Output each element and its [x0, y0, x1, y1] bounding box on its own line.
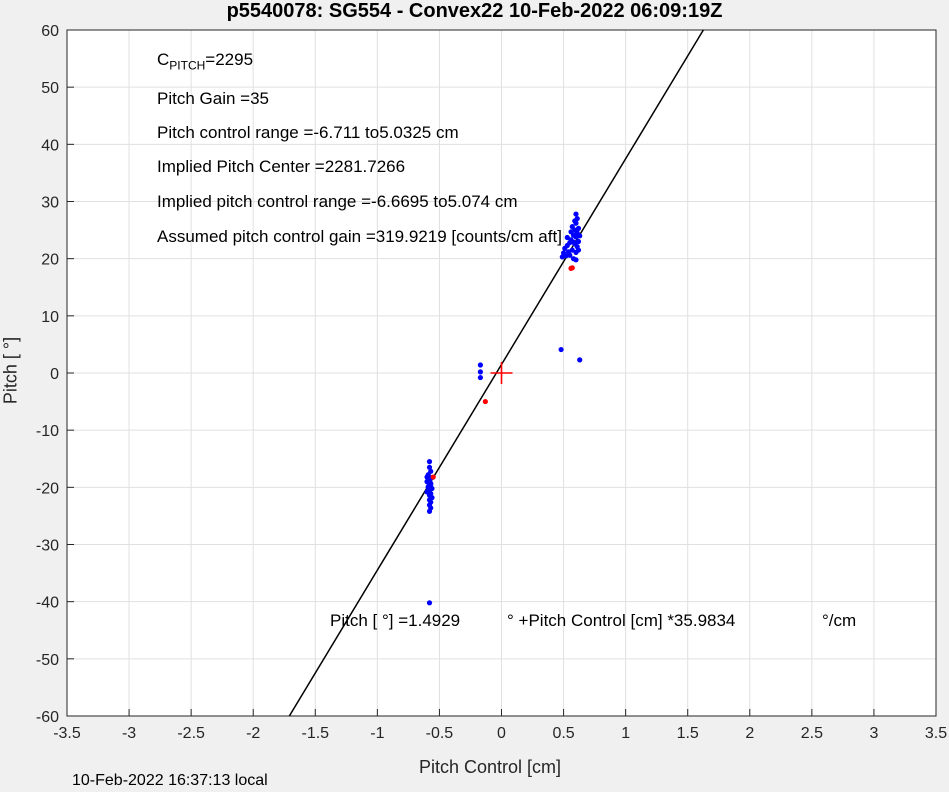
- data-point: [577, 357, 583, 363]
- c-pitch-subscript: PITCH: [169, 58, 206, 73]
- x-tick-label: -0.5: [426, 725, 454, 742]
- data-point: [569, 247, 575, 253]
- data-point: [426, 600, 433, 606]
- x-tick-label: 1: [621, 725, 630, 742]
- data-point: [569, 265, 575, 271]
- y-tick-label: 10: [41, 309, 59, 326]
- data-point: [428, 481, 434, 488]
- data-point: [570, 239, 577, 245]
- data-point: [477, 374, 483, 381]
- y-tick-label: 30: [41, 195, 59, 212]
- data-point: [575, 238, 582, 245]
- data-point: [482, 398, 488, 405]
- y-tick-label: 20: [41, 252, 59, 269]
- data-point: [426, 459, 433, 465]
- x-axis-label: Pitch Control [cm]: [418, 757, 562, 777]
- y-tick-label: -60: [36, 709, 59, 726]
- x-tick-label: -2.5: [177, 725, 205, 742]
- x-tick-label: 3: [869, 725, 878, 742]
- footer-timestamp: 10-Feb-2022 16:37:13 local: [72, 772, 268, 789]
- data-point: [430, 474, 436, 480]
- x-tick-label: 1.5: [677, 725, 699, 742]
- data-point: [558, 346, 564, 353]
- data-point: [569, 224, 575, 230]
- y-tick-label: 40: [41, 137, 59, 154]
- pitch-range-annotation: Pitch control range =-6.711 to5.0325 cm: [157, 123, 459, 142]
- y-tick-label: -10: [36, 423, 59, 440]
- tick-group: -3.5 -3 -2.5 -2 -1.5 -1 -0.5 0 0.5 1 1.5 2 2.5 3 3.5 -6…: [36, 23, 947, 742]
- data-point: [426, 464, 433, 470]
- data-point: [477, 362, 483, 368]
- chart-title: p5540078: SG554 - Convex22 10-Feb-2022 0…: [226, 0, 723, 22]
- y-tick-label: -30: [36, 538, 59, 555]
- data-point: [573, 211, 579, 217]
- fit-equation-part-b: ° +Pitch Control [cm] *35.9834: [507, 611, 736, 630]
- y-tick-label: -50: [36, 652, 59, 669]
- center-marker-group: [490, 362, 513, 384]
- data-point: [577, 233, 583, 239]
- data-point: [575, 247, 582, 253]
- x-tick-label: -2: [246, 725, 260, 742]
- data-point: [477, 369, 483, 375]
- data-point: [564, 234, 570, 241]
- x-tick-label: 0.5: [552, 725, 574, 742]
- x-tick-label: 0: [497, 725, 506, 742]
- y-tick-label: 60: [41, 23, 59, 40]
- data-point: [567, 252, 573, 258]
- y-tick-label: -40: [36, 595, 59, 612]
- pitch-gain-annotation: Pitch Gain =35: [157, 89, 269, 108]
- points-group: [424, 211, 583, 606]
- data-point: [568, 229, 574, 235]
- implied-range-annotation: Implied pitch control range =-6.6695 to5…: [157, 192, 518, 211]
- data-point: [572, 218, 578, 224]
- assumed-gain-annotation: Assumed pitch control gain =319.9219 [co…: [157, 227, 562, 246]
- fit-equation-part-a: Pitch [ °] =1.4929: [330, 611, 461, 630]
- data-point: [424, 474, 430, 480]
- data-point: [426, 508, 433, 514]
- y-axis-label: Pitch [ °]: [0, 336, 21, 405]
- y-tick-label: 50: [41, 80, 59, 97]
- x-tick-label: -1: [370, 725, 384, 742]
- implied-center-annotation: Implied Pitch Center =2281.7266: [157, 157, 406, 176]
- data-point: [573, 257, 579, 263]
- x-tick-label: 2.5: [801, 725, 823, 742]
- fit-equation-part-c: °/cm: [822, 611, 857, 630]
- y-tick-label: 0: [50, 366, 59, 383]
- x-tick-label: -3: [122, 725, 136, 742]
- y-tick-label: -20: [36, 480, 59, 497]
- x-tick-label: 3.5: [925, 725, 947, 742]
- x-tick-label: 2: [745, 725, 754, 742]
- x-tick-label: -3.5: [53, 725, 81, 742]
- data-point: [575, 225, 582, 231]
- c-pitch-annotation: CPITCH=2295: [157, 50, 253, 72]
- c-pitch-label: C: [157, 50, 170, 69]
- x-tick-label: -1.5: [301, 725, 329, 742]
- c-pitch-value: =2295: [205, 50, 254, 69]
